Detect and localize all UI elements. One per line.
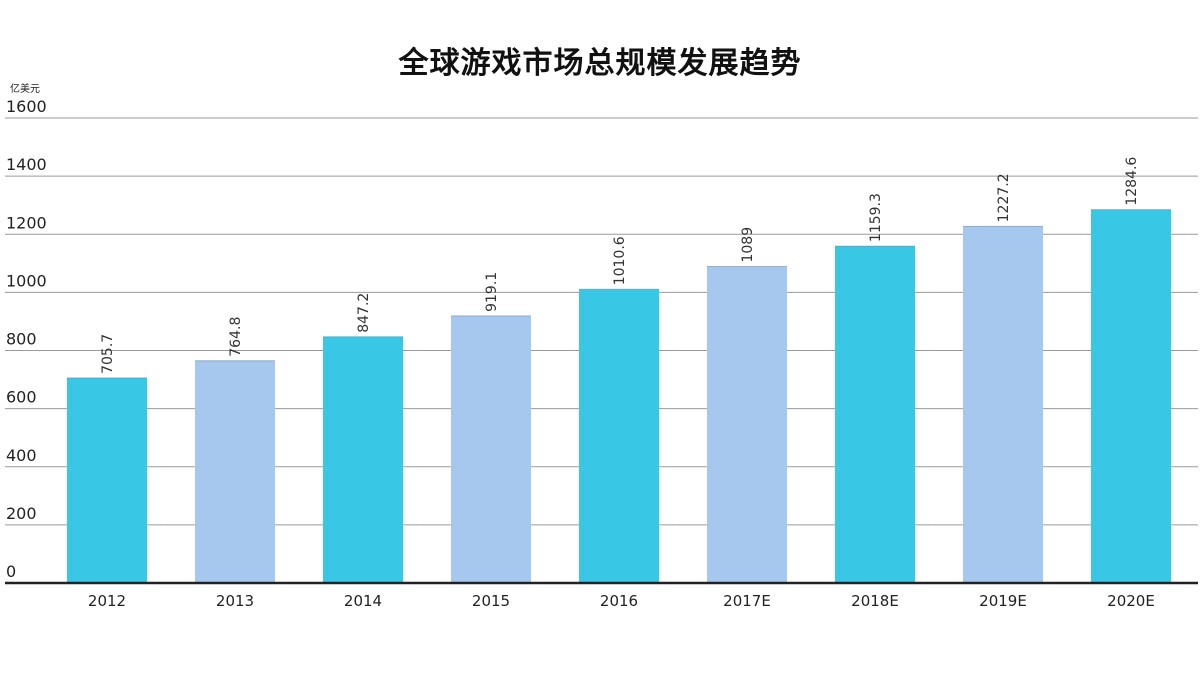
y-tick-label: 400 — [6, 446, 37, 465]
bar — [835, 246, 915, 583]
data-label: 1159.3 — [868, 193, 884, 242]
data-label: 1227.2 — [996, 173, 1012, 222]
y-tick-label: 1200 — [6, 213, 47, 232]
x-tick-label: 2012 — [88, 592, 126, 610]
bar — [195, 360, 275, 583]
data-label: 847.2 — [356, 293, 372, 333]
bar — [963, 226, 1043, 583]
x-tick-label: 2017E — [723, 592, 771, 610]
y-tick-label: 1400 — [6, 155, 47, 174]
bar — [67, 377, 147, 583]
x-tick-label: 2020E — [1107, 592, 1155, 610]
bar — [323, 336, 403, 583]
y-tick-label: 1000 — [6, 271, 47, 290]
x-tick-label: 2019E — [979, 592, 1027, 610]
data-label: 764.8 — [228, 317, 244, 357]
data-label: 919.1 — [484, 272, 500, 312]
x-tick-label: 2016 — [600, 592, 638, 610]
y-tick-label: 800 — [6, 330, 37, 349]
bar — [579, 289, 659, 583]
bar — [707, 266, 787, 583]
y-tick-label: 200 — [6, 504, 37, 523]
bar — [451, 315, 531, 583]
chart-title: 全球游戏市场总规模发展趋势 — [398, 46, 802, 81]
x-tick-label: 2015 — [472, 592, 510, 610]
data-label: 1284.6 — [1124, 157, 1140, 206]
y-tick-label: 1600 — [6, 97, 47, 116]
y-tick-label: 0 — [6, 562, 16, 581]
y-tick-label: 600 — [6, 388, 37, 407]
bar — [1091, 209, 1171, 583]
x-tick-label: 2014 — [344, 592, 382, 610]
y-axis-unit: 亿美元 — [10, 84, 40, 95]
data-label: 1089 — [740, 227, 756, 263]
x-tick-label: 2013 — [216, 592, 254, 610]
x-tick-label: 2018E — [851, 592, 899, 610]
data-label: 705.7 — [100, 334, 116, 374]
data-label: 1010.6 — [612, 236, 628, 285]
